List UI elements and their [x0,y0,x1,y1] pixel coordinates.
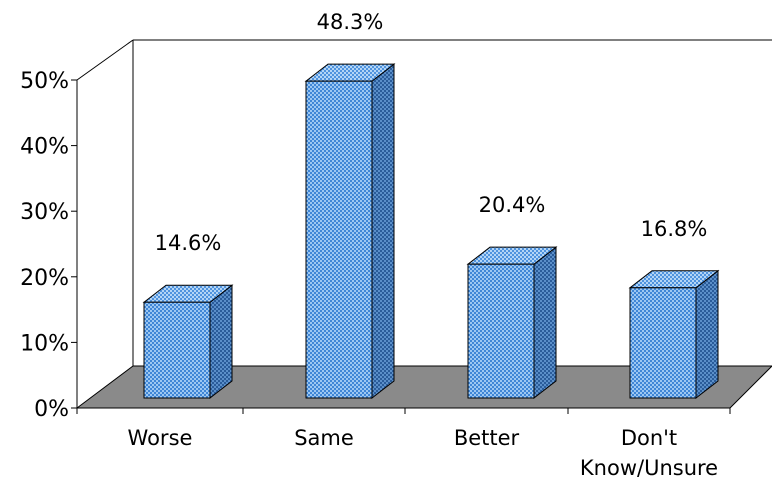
data-label: 48.3% [317,10,384,34]
bar [628,269,720,400]
bar-side-face [371,63,395,400]
bar-series [142,63,720,400]
y-tick-label: 50% [20,69,69,94]
x-category-label: Worse [128,426,193,450]
value-labels: 14.6% 48.3% 20.4% 16.8% [155,10,708,255]
x-category-label: Don't Know/Unsure [580,426,718,480]
bar-front-face [467,263,535,399]
bar-front-face [143,301,211,399]
x-category-label: Same [294,426,354,450]
data-label: 14.6% [155,231,222,255]
bar-side-face [533,246,557,400]
bar [142,284,234,400]
side-wall-top-edge [76,39,134,81]
y-tick-label: 10% [20,331,69,356]
bar-front-face [629,287,697,399]
y-tick-label: 30% [20,200,69,225]
y-tick-label: 40% [20,135,69,160]
y-tick-label: 0% [34,397,69,422]
category-labels: Worse Same Better Don't Know/Unsure [128,426,719,480]
x-category-label: Better [454,426,520,450]
x-axis-ticks [76,408,731,414]
y-tick-label: 20% [20,266,69,291]
y-axis-ticks: 0% 10% 20% 30% 40% 50% [20,69,77,422]
data-label: 16.8% [641,217,708,241]
bar [466,246,558,400]
plot-frame [75,39,772,409]
bar [304,63,396,400]
data-label: 20.4% [479,193,546,217]
bar-side-face [209,284,233,400]
bar-side-face [695,269,719,400]
bar-front-face [305,80,373,399]
